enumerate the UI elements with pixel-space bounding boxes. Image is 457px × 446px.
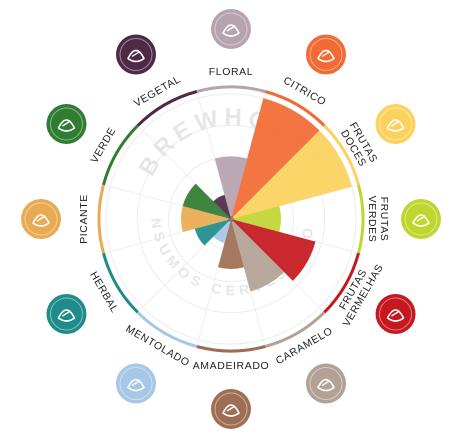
wedge-frutas-doces xyxy=(231,130,352,219)
ring-segment-frutas-verdes xyxy=(357,184,365,254)
flower-icon xyxy=(211,9,251,49)
grid-spoke xyxy=(230,218,266,347)
label-herbal: HERBAL xyxy=(87,270,120,316)
herb-leaf-icon xyxy=(46,294,87,334)
category-icons xyxy=(21,9,441,429)
wedge-herbal xyxy=(194,219,231,246)
chart-wedges xyxy=(180,98,352,292)
wedge-frutas-vermelhas xyxy=(231,219,316,281)
ring-segment-frutas-vermelhas xyxy=(323,252,360,314)
ring-segment-amadeirado xyxy=(196,345,266,353)
wedge-amadeirado xyxy=(218,219,244,270)
ring-segment-caramelo xyxy=(264,311,326,348)
wedge-frutas-verdes xyxy=(231,206,282,232)
pepper-icon xyxy=(21,199,61,239)
wedge-vegetal xyxy=(213,194,231,219)
grid-spoke xyxy=(230,218,359,254)
center-point xyxy=(228,216,234,222)
label-frutas-doces: FRUTASDOCES xyxy=(337,120,380,171)
ring-segment-floral xyxy=(196,85,266,93)
ring-segment-frutas-doces xyxy=(323,124,360,186)
label-citrico: CITRICO xyxy=(281,74,328,108)
ring-segment-vegetal xyxy=(136,90,198,127)
wood-icon xyxy=(211,389,251,429)
berries-icon xyxy=(375,294,416,334)
ring-segment-picante xyxy=(97,184,105,254)
label-floral: FLORAL xyxy=(209,66,253,78)
ring-segment-citrico xyxy=(264,90,326,127)
grid-ring xyxy=(136,124,326,314)
wedge-verde xyxy=(182,183,231,219)
mint-icon xyxy=(116,363,156,404)
onion-icon xyxy=(116,34,156,75)
hop-icon xyxy=(46,104,87,144)
label-caramelo: CARAMELO xyxy=(274,325,335,367)
wedge-mentolado xyxy=(213,219,231,244)
pear-icon xyxy=(401,199,441,239)
grid-spoke xyxy=(230,184,359,220)
caramel-icon xyxy=(306,363,346,404)
ring-segment-verde xyxy=(102,124,139,186)
wedge-caramelo xyxy=(231,219,285,292)
wedge-picante xyxy=(180,206,231,232)
wedge-citrico xyxy=(231,98,320,219)
grid-spoke xyxy=(103,218,232,254)
label-frutas-verdes: FRUTASVERDES xyxy=(366,196,390,243)
ring-segment-mentolado xyxy=(136,311,198,348)
grid-ring xyxy=(105,93,357,345)
pineapple-icon xyxy=(375,104,416,144)
outer-color-ring xyxy=(97,85,365,353)
ring-segment-herbal xyxy=(102,252,139,314)
lemon-icon xyxy=(306,34,346,75)
label-picante: PICANTE xyxy=(78,194,90,244)
label-amadeirado: AMADEIRADO xyxy=(193,360,270,372)
label-vegetal: VEGETAL xyxy=(132,73,183,109)
wedge-floral xyxy=(214,156,248,219)
